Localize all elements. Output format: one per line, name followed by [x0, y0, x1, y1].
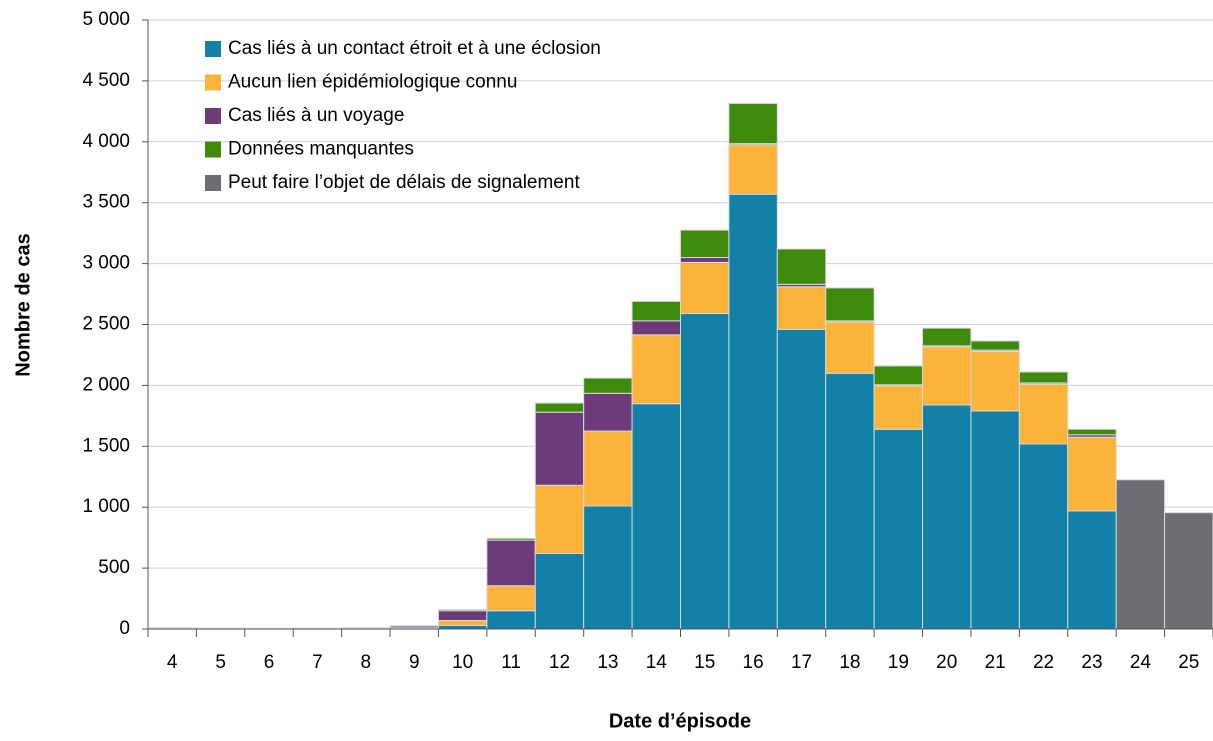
- bar-segment: [486, 610, 536, 630]
- bar-segment: [1067, 428, 1117, 436]
- x-axis-title: Date d’épisode: [609, 710, 751, 732]
- x-tick-label: 14: [646, 652, 668, 673]
- bar-segment: [776, 328, 827, 630]
- bar-segment: [825, 321, 875, 374]
- bar-segment: [776, 286, 827, 330]
- bar-segment: [534, 402, 585, 413]
- bar-segment: [631, 403, 681, 630]
- x-tick-label: 4: [167, 652, 178, 673]
- x-tick-label: 23: [1081, 652, 1102, 673]
- bar-segment: [1067, 510, 1117, 630]
- y-tick-label: 1 500: [82, 435, 130, 456]
- y-tick-label: 1 000: [82, 496, 130, 517]
- bar-segment: [922, 327, 972, 347]
- bar-segment: [437, 619, 488, 626]
- y-tick-label: 2 000: [82, 374, 130, 395]
- x-tick-label: 8: [361, 652, 372, 673]
- legend-swatch: [205, 175, 221, 191]
- x-tick-label: 19: [888, 652, 909, 673]
- bar-segment: [728, 144, 778, 195]
- x-tick-label: 6: [264, 652, 275, 673]
- bar-segment: [437, 609, 488, 612]
- bar-segment: [680, 257, 730, 263]
- bar-segment: [437, 624, 488, 630]
- bar-segment: [486, 539, 536, 587]
- bar-segment: [1067, 436, 1117, 512]
- x-tick-label: 13: [597, 652, 618, 673]
- bar-segment: [728, 102, 778, 145]
- bar-segment: [970, 340, 1020, 351]
- bar-segment: [631, 300, 681, 322]
- bar-segment: [631, 320, 681, 336]
- x-tick-label: 12: [549, 652, 570, 673]
- x-tick-label: 24: [1130, 652, 1152, 673]
- bar-segment: [873, 365, 924, 386]
- bar-segment: [1018, 443, 1069, 630]
- y-tick-label: 3 000: [82, 253, 130, 274]
- bar-segment: [680, 261, 730, 315]
- y-tick-label: 4 000: [82, 131, 130, 152]
- bar-segment: [437, 610, 488, 621]
- x-tick-label: 18: [839, 652, 860, 673]
- legend-label: Cas liés à un contact étroit et à une éc…: [228, 38, 601, 59]
- bar-segment: [825, 372, 875, 630]
- x-tick-label: 17: [791, 652, 812, 673]
- bar-segment: [873, 385, 924, 430]
- x-tick-label: 9: [409, 652, 420, 673]
- bar-segment: [922, 346, 972, 406]
- y-axis-title: Nombre de cas: [12, 233, 34, 376]
- x-tick-label: 25: [1178, 652, 1199, 673]
- bar-segment: [534, 484, 585, 554]
- bar-segment: [486, 537, 536, 541]
- bar-segment: [1164, 512, 1213, 630]
- legend-label: Aucun lien épidémiologique connu: [228, 72, 517, 93]
- y-tick-label: 0: [119, 618, 130, 639]
- x-tick-label: 10: [452, 652, 473, 673]
- bar-segment: [1018, 371, 1069, 384]
- y-tick-label: 3 500: [82, 192, 130, 213]
- x-tick-label: 22: [1033, 652, 1054, 673]
- x-tick-label: 20: [936, 652, 957, 673]
- bar-segment: [583, 392, 633, 432]
- bar-segment: [1115, 479, 1166, 630]
- x-tick-label: 11: [501, 652, 521, 673]
- legend-label: Données manquantes: [228, 139, 414, 160]
- legend-swatch: [205, 41, 221, 57]
- bar-segment: [970, 410, 1020, 630]
- bar-segment: [970, 350, 1020, 412]
- y-tick-label: 5 000: [82, 9, 130, 30]
- bar-segment: [583, 430, 633, 507]
- y-tick-label: 500: [98, 557, 130, 578]
- legend-swatch: [205, 141, 221, 158]
- bar-segment: [486, 585, 536, 612]
- x-tick-label: 15: [694, 652, 715, 673]
- x-tick-label: 5: [215, 652, 226, 673]
- bar-segment: [825, 287, 875, 322]
- bar-segment: [680, 313, 730, 630]
- legend-label: Peut faire l’objet de délais de signalem…: [228, 172, 580, 193]
- bar-segment: [728, 193, 778, 630]
- legend-swatch: [205, 108, 221, 124]
- bar-segment: [922, 404, 972, 630]
- bar-segment: [534, 552, 585, 630]
- legend-swatch: [205, 74, 221, 91]
- legend-label: Cas liés à un voyage: [228, 105, 404, 126]
- bar-segment: [534, 411, 585, 486]
- bar-segment: [1018, 383, 1069, 445]
- bar-segment: [631, 334, 681, 405]
- bar-segment: [583, 377, 633, 394]
- bar-segment: [583, 505, 633, 630]
- bar-segment: [680, 229, 730, 259]
- x-tick-label: 7: [312, 652, 323, 673]
- y-tick-label: 2 500: [82, 314, 130, 335]
- x-tick-label: 21: [985, 652, 1006, 673]
- bar-segment: [776, 248, 827, 285]
- y-tick-label: 4 500: [82, 70, 130, 91]
- x-tick-label: 16: [743, 652, 764, 673]
- bar-segment: [873, 428, 924, 630]
